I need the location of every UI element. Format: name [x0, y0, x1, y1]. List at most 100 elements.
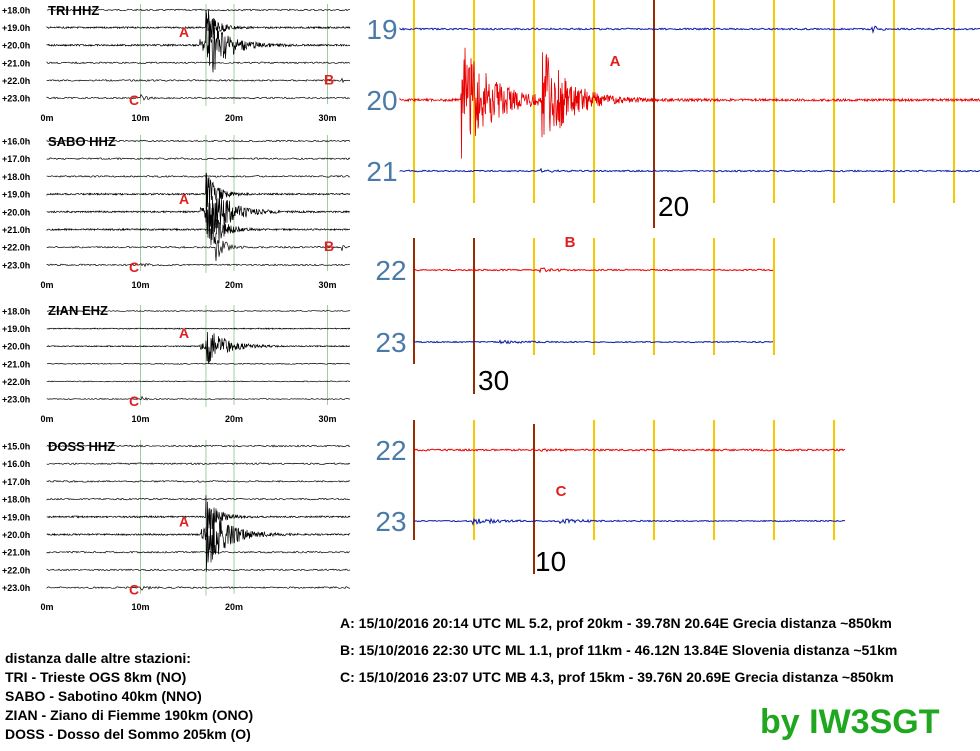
hour-label: +21.0h	[2, 225, 30, 235]
trace-hour-22	[413, 267, 774, 274]
trace-210h	[46, 362, 351, 365]
hour-label: 23	[375, 327, 406, 358]
event-a: A: 15/10/2016 20:14 UTC ML 5.2, prof 20k…	[340, 615, 892, 631]
x-tick-label: 10m	[131, 602, 149, 612]
x-tick-label: 0m	[40, 602, 53, 612]
minute-marker-label: 20	[658, 191, 689, 222]
station-distance-sabo: SABO - Sabotino 40km (NNO)	[5, 688, 202, 704]
hour-label: +18.0h	[2, 307, 30, 317]
trace-220h	[46, 568, 351, 572]
x-tick-label: 10m	[131, 280, 149, 290]
x-tick-label: 30m	[318, 113, 336, 123]
hour-label: +17.0h	[2, 154, 30, 164]
zoom-panel-1: 19 20 21 20 A	[366, 0, 980, 228]
hour-label: +19.0h	[2, 324, 30, 334]
hour-label: +21.0h	[2, 359, 30, 369]
hour-label: +20.0h	[2, 530, 30, 540]
event-label-b: B	[324, 71, 334, 87]
panel-title: TRI HHZ	[48, 3, 99, 18]
trace-190h	[46, 173, 351, 209]
trace-hour-21	[399, 167, 980, 173]
hour-label: +23.0h	[2, 94, 30, 104]
trace-190h	[46, 327, 351, 330]
hour-label: +18.0h	[2, 172, 30, 182]
trace-hour-23	[413, 517, 846, 527]
trace-230h	[46, 262, 351, 268]
event-label-a: A	[179, 514, 189, 530]
x-tick-label: 20m	[225, 414, 243, 424]
hour-label: +19.0h	[2, 512, 30, 522]
trace-200h	[46, 331, 351, 364]
hour-label: +20.0h	[2, 342, 30, 352]
event-label-a: A	[179, 191, 189, 207]
trace-220h	[46, 239, 351, 262]
x-tick-label: 20m	[225, 113, 243, 123]
helicorder-panel-2: +16.0h +17.0h +18.0h +19.0h +20.0h +21.0h +22.…	[2, 134, 351, 290]
trace-hour-20	[399, 47, 980, 159]
minute-marker-label: 30	[478, 365, 509, 396]
panel-title: SABO HHZ	[48, 134, 116, 149]
hour-label: +23.0h	[2, 260, 30, 270]
hour-label: 19	[366, 14, 397, 45]
station-distance-info: distanza dalle altre stazioni: TRI - Tri…	[5, 649, 253, 744]
hour-label: +23.0h	[2, 583, 30, 593]
helicorder-panel-3: +18.0h +19.0h +20.0h +21.0h +22.0h +23.0h ZIAN…	[2, 303, 351, 424]
hour-label: +18.0h	[2, 6, 30, 16]
trace-220h	[46, 77, 351, 84]
trace-210h	[46, 207, 351, 246]
panel-title: DOSS HHZ	[48, 439, 115, 454]
event-label-c: C	[129, 393, 139, 409]
hour-label: +22.0h	[2, 565, 30, 575]
x-tick-label: 20m	[225, 602, 243, 612]
trace-220h	[46, 380, 351, 383]
hour-label: +21.0h	[2, 548, 30, 558]
trace-230h	[46, 93, 351, 101]
trace-180h	[46, 8, 350, 12]
trace-160h	[46, 462, 351, 466]
helicorder-panel-1: +18.0h +19.0h +20.0h +21.0h +22.0h +23.0h TRI …	[2, 3, 351, 123]
trace-190h	[46, 495, 351, 537]
trace-230h	[46, 395, 350, 401]
event-b: B: 15/10/2016 22:30 UTC ML 1.1, prof 11k…	[340, 642, 898, 658]
trace-200h	[46, 14, 351, 73]
hour-label: +22.0h	[2, 243, 30, 253]
event-list: A: 15/10/2016 20:14 UTC ML 5.2, prof 20k…	[340, 615, 897, 696]
station-distance-zian: ZIAN - Ziano di Fiemme 190km (ONO)	[5, 707, 254, 723]
info-heading: distanza dalle altre stazioni:	[5, 650, 191, 666]
trace-230h	[46, 585, 351, 591]
hour-label: +18.0h	[2, 495, 30, 505]
trace-210h	[46, 61, 351, 65]
trace-150h	[46, 444, 351, 448]
hour-label: +22.0h	[2, 76, 30, 86]
minute-marker-label: 10	[535, 546, 566, 577]
hour-label: +15.0h	[2, 442, 30, 452]
hour-label: 22	[375, 255, 406, 286]
x-tick-label: 0m	[40, 414, 53, 424]
trace-190h	[46, 9, 351, 43]
hour-label: +20.0h	[2, 41, 30, 51]
credit: by IW3SGT	[760, 703, 940, 741]
trace-170h	[46, 480, 351, 483]
hour-label: +21.0h	[2, 58, 30, 68]
trace-180h	[46, 310, 351, 312]
hour-label: +17.0h	[2, 477, 30, 487]
zoom-panel-3: 22 23 10 C	[375, 420, 846, 577]
x-tick-label: 20m	[225, 280, 243, 290]
event-label-c: C	[556, 483, 567, 500]
hour-label: +19.0h	[2, 23, 30, 33]
zoom-panel-2: 22 23 30 B	[375, 234, 775, 396]
x-tick-label: 0m	[40, 113, 53, 123]
trace-160h	[46, 139, 351, 143]
hour-label: +19.0h	[2, 190, 30, 200]
event-label-a: A	[179, 24, 189, 40]
event-label-c: C	[129, 92, 139, 108]
trace-hour-19	[399, 25, 980, 35]
event-label-c: C	[129, 582, 139, 598]
hour-label: 23	[375, 506, 406, 537]
trace-180h	[46, 175, 351, 178]
hour-label: +23.0h	[2, 395, 30, 405]
hour-label: 20	[366, 85, 397, 116]
trace-170h	[46, 157, 351, 161]
hour-label: +16.0h	[2, 459, 30, 469]
